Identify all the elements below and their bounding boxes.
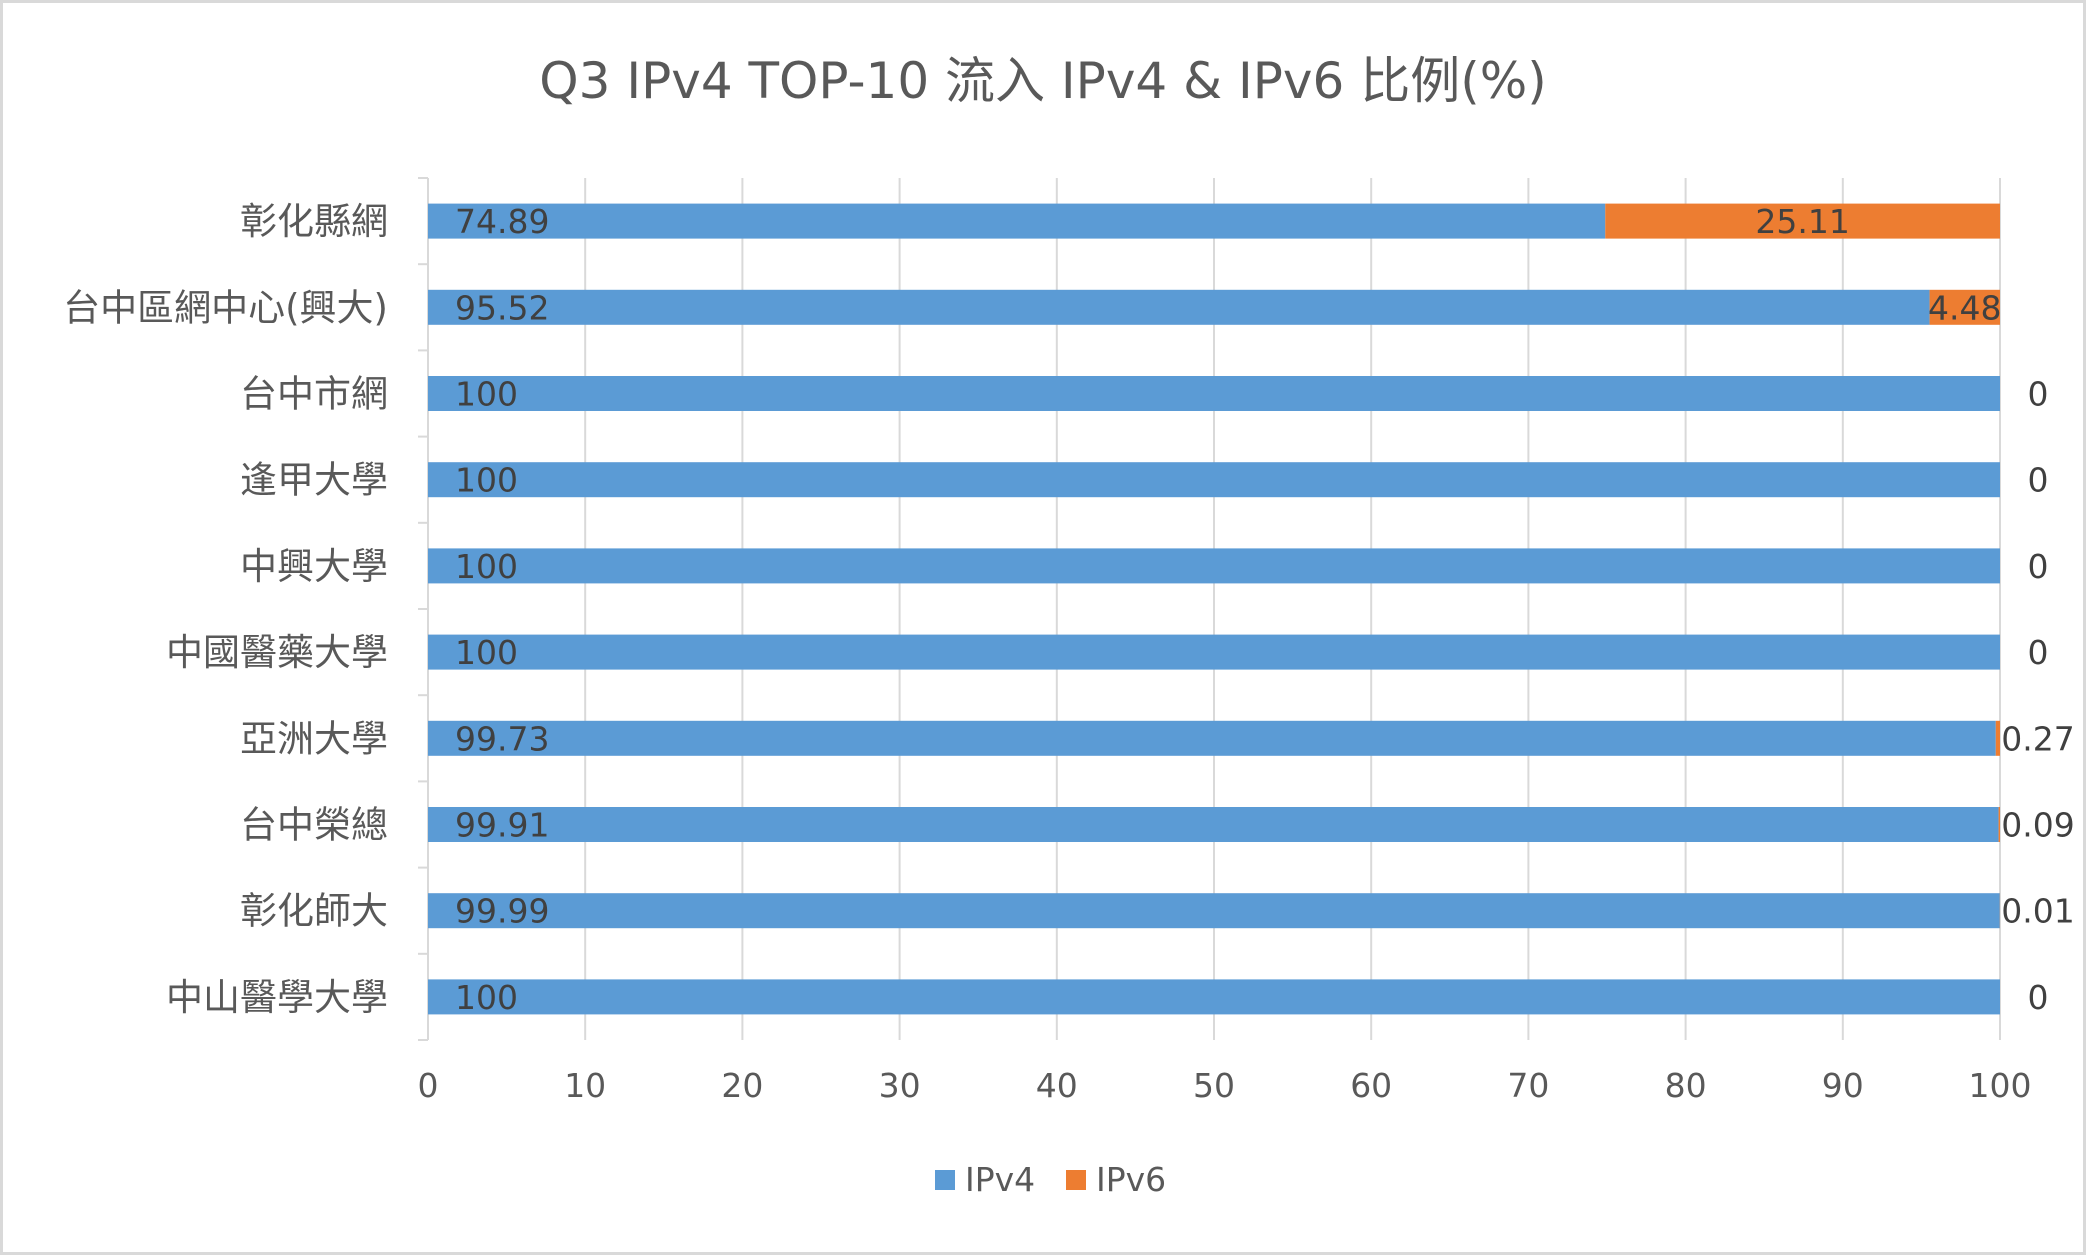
category-label: 台中榮總 — [240, 804, 388, 847]
data-label-ipv4: 100 — [455, 547, 518, 586]
data-label-ipv4: 100 — [455, 978, 518, 1017]
x-tick-label: 40 — [1036, 1066, 1078, 1105]
data-label-ipv6: 0 — [2028, 547, 2049, 586]
legend-swatch-ipv6 — [1066, 1170, 1086, 1190]
x-tick-label: 30 — [879, 1066, 921, 1105]
data-label-ipv6: 0.01 — [2001, 892, 2074, 931]
legend-label-ipv6: IPv6 — [1096, 1160, 1166, 1199]
data-labels: 74.89 25.11 95.52 4.48 100 0 100 0 100 0 100 0 99.73… — [455, 202, 2075, 1017]
x-tick-label: 50 — [1193, 1066, 1235, 1105]
bar-ipv4 — [428, 289, 1930, 325]
x-tick-label: 10 — [564, 1066, 606, 1105]
x-tick-label: 60 — [1350, 1066, 1392, 1105]
bar-ipv6 — [1929, 289, 2000, 325]
bar-ipv6 — [1995, 720, 2000, 756]
data-label-ipv6: 0 — [2028, 978, 2049, 1017]
x-tick-label: 100 — [1969, 1066, 2032, 1105]
data-label-ipv4: 100 — [455, 375, 518, 414]
x-tick-label: 80 — [1665, 1066, 1707, 1105]
bar-ipv4 — [428, 548, 2000, 584]
bar-ipv4 — [428, 893, 2000, 929]
bar-ipv4 — [428, 634, 2000, 670]
data-label-ipv4: 99.91 — [455, 806, 549, 845]
x-tick-label: 70 — [1507, 1066, 1549, 1105]
data-label-ipv6: 25.11 — [1755, 202, 1849, 241]
legend: IPv4 IPv6 — [935, 1160, 1166, 1199]
data-label-ipv4: 100 — [455, 633, 518, 672]
category-label: 彰化縣網 — [240, 200, 388, 243]
category-label: 彰化師大 — [240, 890, 388, 933]
bar-ipv6 — [1998, 807, 2000, 842]
category-label: 逢甲大學 — [240, 459, 388, 502]
bar-ipv4 — [428, 462, 2000, 498]
chart-title: Q3 IPv4 TOP-10 流入 IPv4 & IPv6 比例(%) — [539, 52, 1546, 110]
data-label-ipv6: 0 — [2028, 375, 2049, 414]
data-label-ipv4: 99.73 — [455, 719, 549, 758]
data-label-ipv4: 100 — [455, 461, 518, 500]
data-label-ipv4: 95.52 — [455, 288, 549, 327]
data-label-ipv4: 99.99 — [455, 892, 549, 931]
category-label: 台中區網中心(興大) — [63, 286, 388, 329]
legend-swatch-ipv4 — [935, 1170, 955, 1190]
category-label: 中國醫藥大學 — [166, 631, 388, 674]
data-label-ipv6: 0 — [2028, 633, 2049, 672]
category-label: 亞洲大學 — [240, 717, 388, 760]
category-label: 台中市網 — [240, 373, 388, 416]
data-label-ipv6: 0.27 — [2001, 719, 2074, 758]
bars — [428, 203, 2000, 1015]
data-label-ipv6: 0.09 — [2001, 806, 2074, 845]
bar-ipv4 — [428, 807, 1999, 842]
legend-label-ipv4: IPv4 — [965, 1160, 1035, 1199]
data-label-ipv4: 74.89 — [455, 202, 549, 241]
category-label: 中山醫學大學 — [166, 976, 388, 1019]
bar-ipv4 — [428, 376, 2000, 411]
bar-ipv6 — [1605, 203, 2000, 239]
bar-ipv4 — [428, 979, 2000, 1015]
x-tick-label: 0 — [418, 1066, 439, 1105]
x-tick-label: 20 — [721, 1066, 763, 1105]
x-tick-labels: 0 10 20 30 40 50 60 70 80 90 100 — [418, 1066, 2032, 1105]
bar-ipv4 — [428, 203, 1606, 239]
bar-ipv4 — [428, 720, 1996, 756]
x-tick-label: 90 — [1822, 1066, 1864, 1105]
category-label: 中興大學 — [240, 545, 388, 588]
data-label-ipv6: 0 — [2028, 461, 2049, 500]
data-label-ipv6: 4.48 — [1928, 288, 2001, 327]
